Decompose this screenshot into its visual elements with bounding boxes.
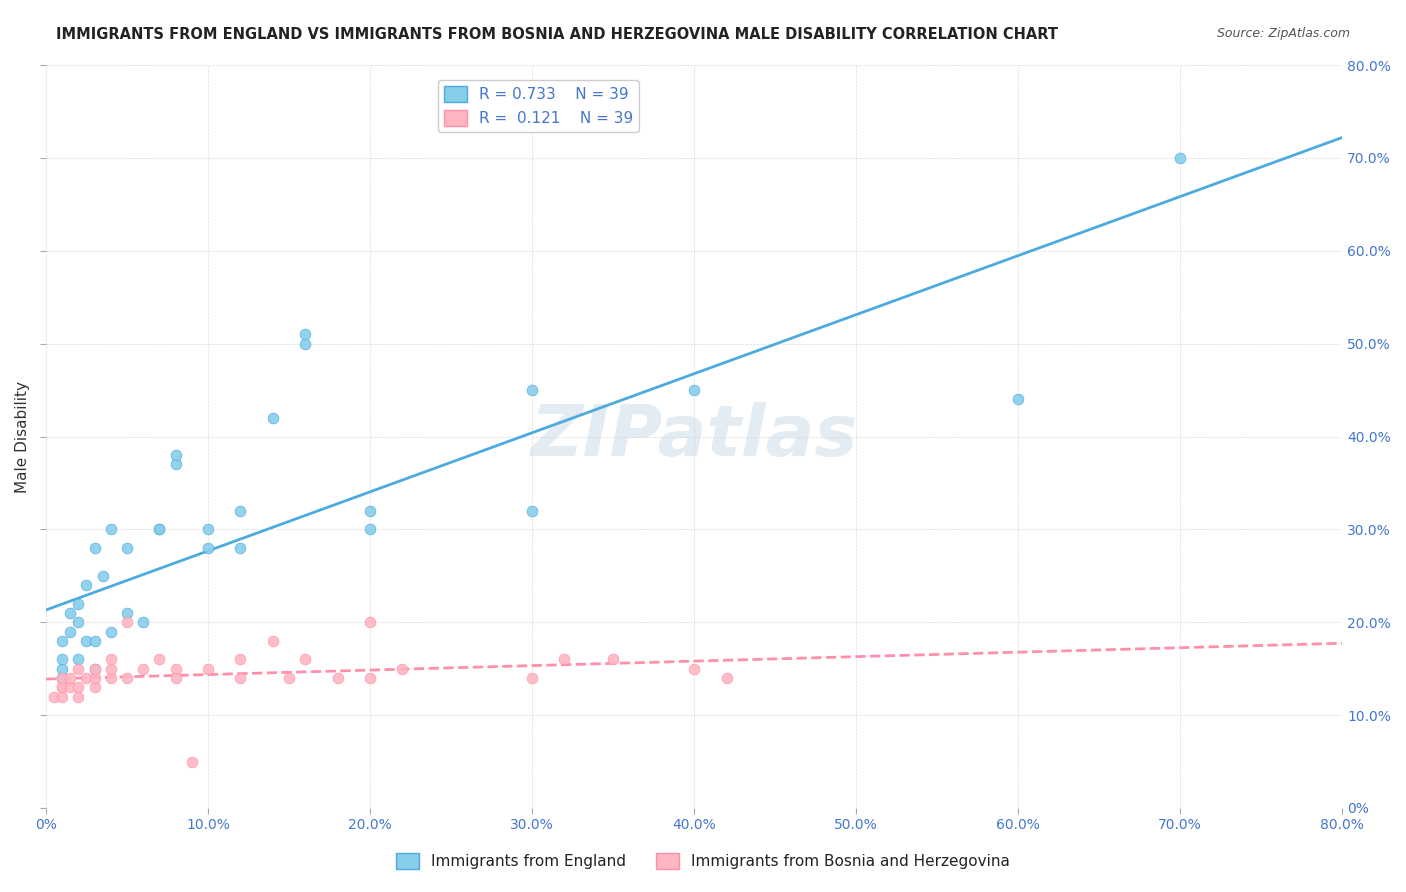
Text: ZIPatlas: ZIPatlas (530, 402, 858, 471)
Point (83, 671, 105, 685)
Point (76, 671, 98, 685)
Point (294, 652, 316, 666)
Point (553, 652, 575, 666)
Point (716, 671, 738, 685)
Point (59, 624, 82, 639)
Point (359, 671, 381, 685)
Point (51, 690, 73, 704)
Point (42, 690, 65, 704)
Point (359, 523, 381, 537)
Point (83, 662, 105, 676)
Point (51, 671, 73, 685)
Point (197, 541, 219, 555)
Point (91, 569, 114, 583)
Point (520, 671, 543, 685)
Point (100, 624, 122, 639)
Point (115, 606, 138, 620)
Point (1007, 392, 1029, 407)
Text: Source: ZipAtlas.com: Source: ZipAtlas.com (1216, 27, 1350, 40)
Point (1168, 151, 1191, 165)
Point (520, 383, 543, 397)
Point (359, 504, 381, 518)
Point (100, 652, 122, 666)
Point (148, 652, 170, 666)
Point (67, 662, 90, 676)
Point (59, 671, 82, 685)
Point (59, 680, 82, 694)
Point (100, 671, 122, 685)
Point (262, 633, 284, 648)
Point (100, 662, 122, 676)
Point (278, 671, 301, 685)
Point (148, 523, 170, 537)
Point (359, 615, 381, 630)
Point (59, 606, 82, 620)
Point (51, 671, 73, 685)
Point (520, 504, 543, 518)
Point (165, 448, 187, 462)
Text: IMMIGRANTS FROM ENGLAND VS IMMIGRANTS FROM BOSNIA AND HERZEGOVINA MALE DISABILIT: IMMIGRANTS FROM ENGLAND VS IMMIGRANTS FR… (56, 27, 1059, 42)
Point (326, 671, 349, 685)
Point (67, 680, 90, 694)
Point (165, 458, 187, 472)
Point (132, 662, 155, 676)
Point (683, 383, 706, 397)
Point (197, 523, 219, 537)
Point (294, 327, 316, 342)
Point (100, 523, 122, 537)
Point (76, 578, 98, 592)
Point (115, 541, 138, 555)
Point (294, 336, 316, 351)
Point (602, 652, 624, 666)
Point (180, 755, 202, 769)
Point (115, 615, 138, 630)
Legend: R = 0.733    N = 39, R =  0.121    N = 39: R = 0.733 N = 39, R = 0.121 N = 39 (437, 80, 640, 132)
Point (262, 411, 284, 425)
Point (67, 597, 90, 611)
Y-axis label: Male Disability: Male Disability (15, 381, 30, 492)
Point (67, 652, 90, 666)
Point (51, 652, 73, 666)
Point (229, 671, 252, 685)
Point (165, 662, 187, 676)
Point (229, 541, 252, 555)
Point (76, 633, 98, 648)
Point (83, 633, 105, 648)
Point (51, 680, 73, 694)
Point (67, 690, 90, 704)
Point (229, 652, 252, 666)
Point (83, 662, 105, 676)
Point (229, 504, 252, 518)
Point (132, 615, 155, 630)
Point (391, 662, 413, 676)
Point (67, 615, 90, 630)
Point (83, 680, 105, 694)
Point (83, 541, 105, 555)
Legend: Immigrants from England, Immigrants from Bosnia and Herzegovina: Immigrants from England, Immigrants from… (389, 847, 1017, 875)
Point (683, 662, 706, 676)
Point (51, 662, 73, 676)
Point (51, 633, 73, 648)
Point (165, 671, 187, 685)
Point (51, 680, 73, 694)
Point (115, 671, 138, 685)
Point (197, 662, 219, 676)
Point (148, 523, 170, 537)
Point (51, 671, 73, 685)
